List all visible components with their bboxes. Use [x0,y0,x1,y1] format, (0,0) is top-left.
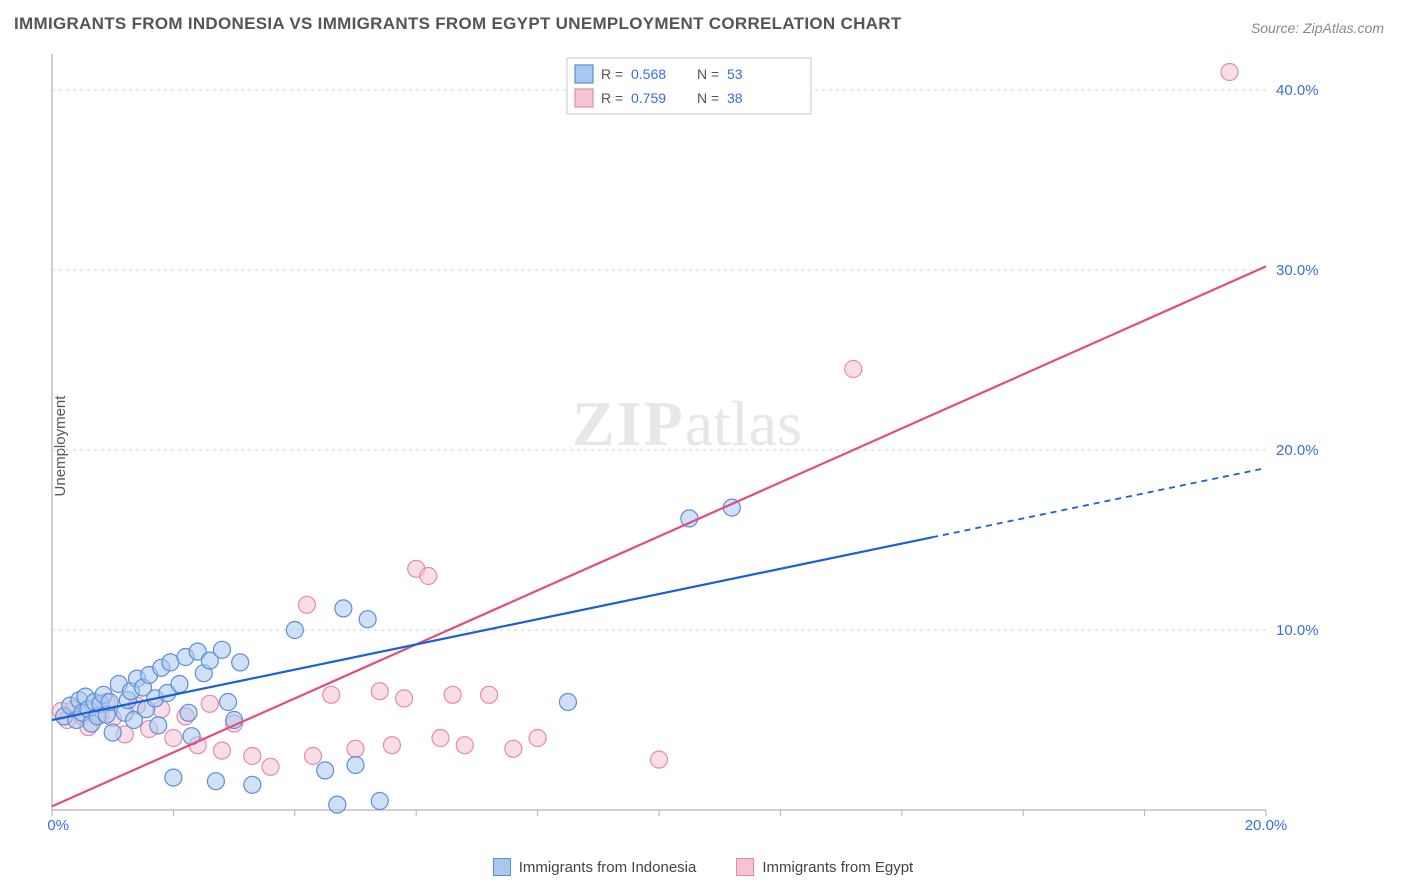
data-point [201,695,218,712]
data-point [244,748,261,765]
trend-line-blue-dashed [932,468,1266,537]
legend-swatch [736,858,754,876]
data-point [444,686,461,703]
x-tick-label: 20.0% [1245,817,1288,832]
legend-r-label: R = [601,90,623,106]
bottom-legend: Immigrants from Indonesia Immigrants from… [0,858,1406,876]
data-point [213,641,230,658]
data-point [396,690,413,707]
data-point [104,724,121,741]
data-point [383,737,400,754]
data-point [505,740,522,757]
legend-n-label: N = [697,66,719,82]
data-point [305,748,322,765]
data-point [559,694,576,711]
data-point [651,751,668,768]
chart-title: IMMIGRANTS FROM INDONESIA VS IMMIGRANTS … [14,14,902,34]
data-point [171,676,188,693]
data-point [180,704,197,721]
legend-r-value: 0.568 [631,66,666,82]
legend-r-label: R = [601,66,623,82]
data-point [262,758,279,775]
data-point [371,683,388,700]
legend-n-value: 38 [727,90,743,106]
legend-item: Immigrants from Egypt [736,858,913,876]
x-tick-label: 0.0% [48,817,69,832]
data-point [213,742,230,759]
data-point [432,730,449,747]
data-point [335,600,352,617]
y-tick-label: 40.0% [1276,82,1319,99]
scatter-plot: 10.0% 20.0% 30.0% 40.0% 0.0% 20.0% R = 0.568 N =… [48,48,1326,832]
data-point [165,730,182,747]
data-point [329,796,346,813]
data-point [347,740,364,757]
trend-line-pink [52,266,1266,806]
y-tick-label: 30.0% [1276,262,1319,279]
data-point [323,686,340,703]
source-label: Source: ZipAtlas.com [1251,20,1384,36]
data-point [207,773,224,790]
legend-label: Immigrants from Indonesia [519,859,697,876]
chart-area: ZIPatlas 10.0%20.0%30.0%40.0%0.0%20.0%R … [48,48,1326,832]
data-point [220,694,237,711]
y-tick-label: 20.0% [1276,442,1319,459]
data-point [244,776,261,793]
data-point [162,654,179,671]
data-point [359,611,376,628]
data-point [529,730,546,747]
legend-swatch [575,65,593,83]
legend-swatch [575,89,593,107]
legend-swatch [493,858,511,876]
data-point [420,568,437,585]
legend-n-value: 53 [727,66,743,82]
data-point [371,793,388,810]
data-point [165,769,182,786]
legend-item: Immigrants from Indonesia [493,858,697,876]
data-point [150,717,167,734]
y-tick-label: 10.0% [1276,622,1319,639]
data-point [232,654,249,671]
legend-label: Immigrants from Egypt [762,859,913,876]
data-point [347,757,364,774]
data-point [456,737,473,754]
legend-n-label: N = [697,90,719,106]
data-point [298,596,315,613]
data-point [286,622,303,639]
data-point [845,361,862,378]
data-point [481,686,498,703]
data-point [1221,64,1238,81]
legend-r-value: 0.759 [631,90,666,106]
data-point [317,762,334,779]
